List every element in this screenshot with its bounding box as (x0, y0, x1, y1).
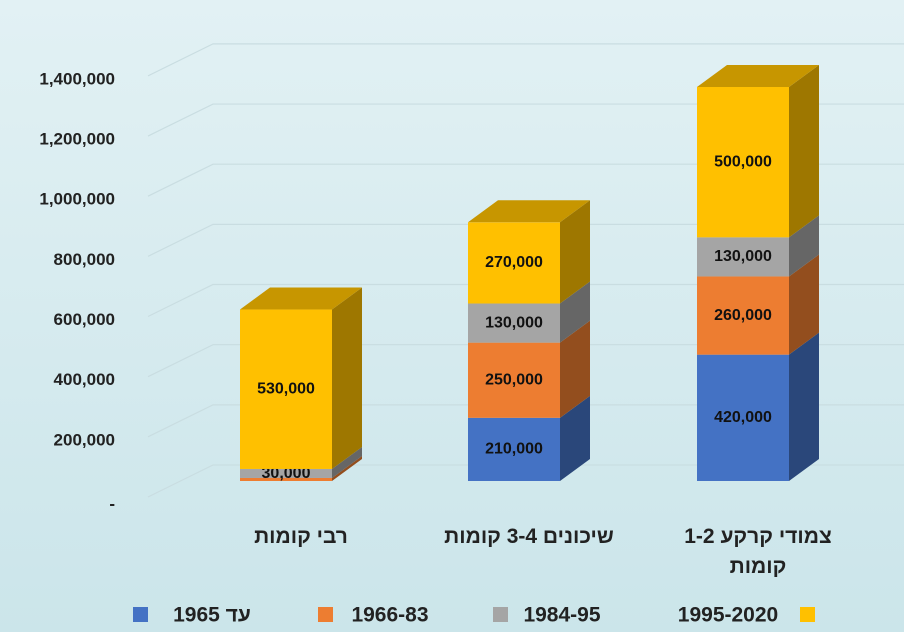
data-label: 500,000 (714, 153, 772, 170)
legend-swatch (133, 607, 148, 622)
bar-front (697, 354, 789, 481)
bar-segment (697, 64, 819, 238)
grid-line (147, 283, 904, 318)
legend-label: 1995-2020 (678, 604, 778, 627)
y-tick-label: 1,400,000 (39, 69, 115, 88)
data-label: 210,000 (485, 441, 543, 458)
bar-side (789, 215, 819, 277)
data-label: 260,000 (714, 307, 772, 324)
bar-front (240, 309, 332, 469)
legend-label: 1966-83 (351, 604, 428, 627)
bar-side (560, 395, 590, 481)
y-tick-label: 400,000 (54, 370, 115, 389)
bar-top (468, 200, 590, 223)
grid-line (147, 344, 904, 378)
grid-line (147, 464, 904, 498)
legend-swatch (493, 607, 508, 622)
y-tick-label: 1,200,000 (39, 130, 115, 149)
legend-label: 1984-95 (523, 604, 600, 627)
grid-line (147, 404, 904, 438)
bar-segment (240, 446, 362, 478)
bar-side (560, 200, 590, 304)
data-label: 270,000 (485, 254, 543, 271)
grid-line (147, 223, 904, 257)
data-label: 530,000 (257, 380, 315, 397)
bar-top (697, 64, 819, 87)
data-label: 30,000 (262, 465, 311, 482)
y-tick-label: 1,000,000 (39, 190, 115, 209)
y-tick-label: - (109, 494, 115, 513)
bar-segment (468, 395, 590, 481)
grid-line (147, 43, 904, 77)
y-tick-label: 200,000 (54, 430, 115, 449)
x-tick-label: שיכונים 3-4 קומות (444, 525, 614, 548)
bar-front (468, 342, 560, 418)
bar-front (697, 86, 789, 238)
bar-side (560, 320, 590, 418)
data-label: 130,000 (714, 248, 772, 265)
bar-segment (468, 320, 590, 418)
legend-label: עד 1965 (173, 604, 251, 627)
bar-side (789, 64, 819, 238)
bar-front (697, 276, 789, 355)
bar-side (789, 332, 819, 481)
x-tick-label: צמודי קרקע 1-2 קומות (684, 525, 832, 578)
bar-top (240, 287, 362, 310)
grid-line (147, 163, 904, 197)
bar-segment (697, 332, 819, 481)
y-tick-label: 600,000 (54, 310, 115, 329)
data-label: 250,000 (485, 371, 543, 388)
bar-front (240, 477, 332, 481)
bar-side (332, 287, 362, 469)
bar-side (332, 455, 362, 481)
data-label: 420,000 (714, 409, 772, 426)
bar-front (697, 237, 789, 277)
bar-segment (240, 287, 362, 469)
bar-side (560, 281, 590, 343)
bar-segment (468, 281, 590, 343)
bar-side (789, 254, 819, 355)
x-tick-label: רבי קומות (254, 525, 348, 548)
bar-side (332, 446, 362, 478)
data-label: 130,000 (485, 314, 543, 331)
bar-front (240, 468, 332, 478)
grid-line (147, 103, 904, 137)
bar-segment (697, 215, 819, 277)
bar-front (468, 222, 560, 304)
bar-segment (697, 254, 819, 355)
bar-segment (240, 455, 362, 481)
bar-front (468, 417, 560, 481)
legend-swatch (800, 607, 815, 622)
bar-front (468, 303, 560, 343)
y-tick-label: 800,000 (54, 250, 115, 269)
legend-swatch (318, 607, 333, 622)
bar-segment (468, 200, 590, 304)
